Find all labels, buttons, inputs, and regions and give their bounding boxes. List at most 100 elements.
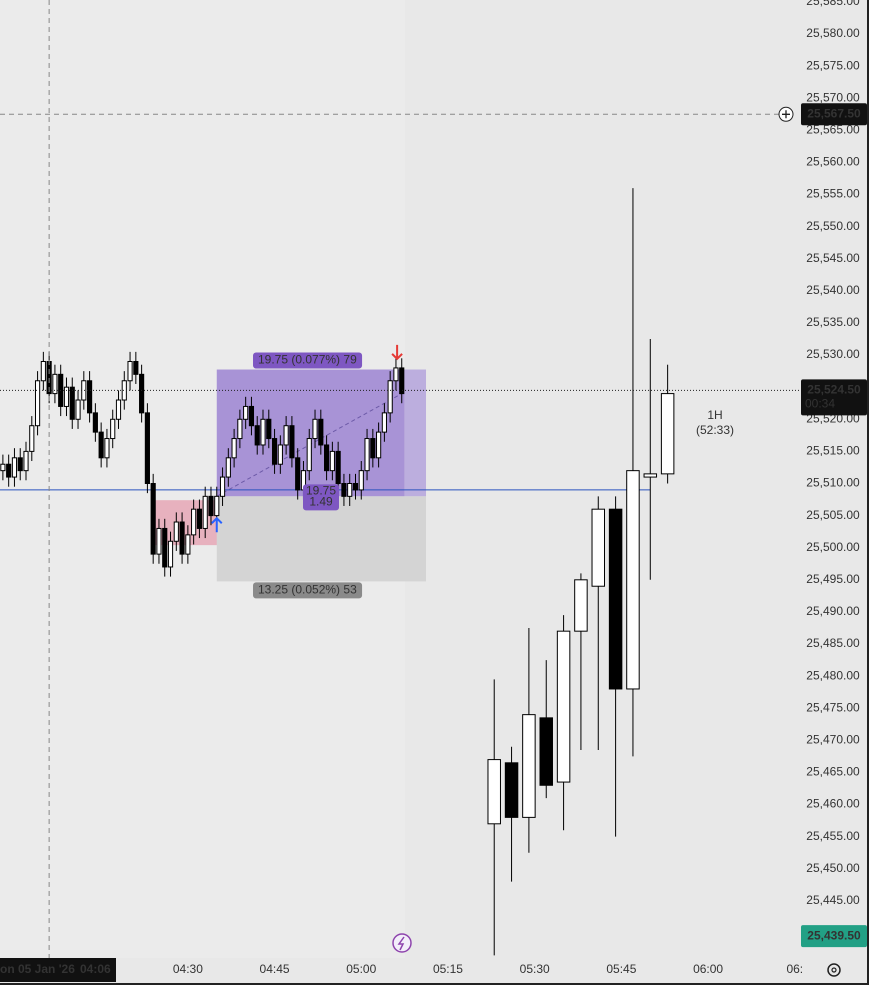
candle-body (11, 457, 18, 478)
candle-body (173, 521, 179, 542)
y-tick-label: 25,580.00 (806, 26, 860, 40)
last-price-bg (801, 379, 867, 416)
candle-body (40, 360, 46, 382)
x-tick-label: 05:00 (346, 962, 376, 976)
candle-body (115, 399, 122, 420)
x-tick-label: 05:45 (606, 962, 636, 976)
y-tick-label: 25,460.00 (806, 797, 860, 811)
candle-body (139, 373, 145, 414)
crosshair-time: 04:06 (80, 962, 111, 976)
y-tick-label: 25,555.00 (806, 187, 860, 201)
candle-body (214, 495, 220, 517)
y-tick-label: 25,505.00 (806, 508, 860, 522)
signal-arrow (211, 516, 223, 533)
y-tick-label: 25,575.00 (806, 58, 860, 72)
candle-body (156, 527, 162, 555)
y-tick-label: 25,465.00 (806, 765, 860, 779)
candle-body (387, 380, 393, 414)
crosshair-time-bg (0, 958, 116, 982)
candle-body (660, 393, 675, 475)
replay-icon (397, 936, 405, 951)
candle-body (69, 386, 75, 420)
candle-body (110, 418, 116, 440)
candle-body (347, 482, 353, 497)
settings-icon (831, 967, 837, 973)
candle-body (121, 380, 127, 401)
candle-body (289, 425, 295, 459)
candle-body (104, 438, 110, 459)
replay-button[interactable] (392, 933, 412, 953)
low-marker-bg (801, 925, 867, 948)
candle-body (608, 508, 623, 690)
candle-body (381, 412, 387, 433)
candle-body (75, 399, 81, 420)
candle-body (318, 418, 324, 446)
candle-body (556, 630, 571, 783)
candle-body (364, 438, 370, 472)
candle-body (231, 438, 237, 459)
y-tick-label: 25,560.00 (806, 155, 860, 169)
target-zone (216, 369, 405, 497)
candle-body (29, 425, 35, 452)
candle-body (162, 527, 168, 568)
candle-body (23, 450, 29, 472)
candle-body (591, 508, 606, 587)
candle-body (574, 579, 588, 632)
x-tick-label: 04:45 (260, 962, 290, 976)
x-tick-label: 06: (786, 962, 803, 976)
candle-body (352, 482, 359, 491)
candle-body (196, 508, 203, 529)
candle-body (283, 425, 289, 446)
candle-body (243, 405, 249, 420)
y-tick-label: 25,445.00 (806, 893, 860, 907)
candle-body (399, 367, 405, 395)
candle-body (539, 717, 553, 786)
candle-body (341, 482, 347, 497)
y-tick-label: 25,585.00 (806, 0, 860, 8)
stop-zone (216, 496, 427, 582)
y-tick-label: 25,570.00 (806, 90, 860, 104)
candle-body (87, 380, 93, 414)
candle-body (254, 425, 260, 446)
y-tick-label: 25,550.00 (806, 219, 860, 233)
candle-body (219, 476, 226, 497)
candle-body (358, 470, 364, 491)
y-tick-label: 25,530.00 (806, 347, 860, 361)
candle-body (0, 463, 6, 472)
y-tick-label: 25,540.00 (806, 283, 860, 297)
candle-body (277, 444, 283, 465)
candle-body (306, 438, 312, 472)
candle-body (626, 470, 640, 690)
settings-button[interactable] (827, 963, 841, 977)
candle-body (329, 450, 335, 472)
timeframe-countdown: (52:33) (696, 423, 734, 437)
x-tick-label: 06:00 (693, 962, 723, 976)
stop-label: 13.25 (0.052%) 53 (258, 583, 357, 597)
x-tick-label: 05:15 (433, 962, 463, 976)
candle-body (150, 482, 156, 555)
x-tick-label: 04:30 (173, 962, 203, 976)
crosshair-price-bg (801, 103, 867, 126)
candle-body (393, 367, 399, 382)
pnl-bg (303, 484, 339, 511)
candle-body (295, 457, 301, 491)
candle-body (81, 380, 87, 401)
candle-body (202, 495, 208, 529)
candle-body (260, 418, 266, 446)
candle-body (487, 759, 501, 825)
pnl: 19.75 (306, 484, 336, 498)
y-tick-label: 25,480.00 (806, 668, 860, 682)
y-tick-label: 25,515.00 (806, 444, 860, 458)
candle-body (185, 534, 191, 555)
y-tick-label: 25,500.00 (806, 540, 860, 554)
candle-body (144, 412, 150, 484)
target-label-bg (253, 352, 363, 369)
y-tick-label: 25,535.00 (806, 315, 860, 329)
candle-body (208, 495, 214, 517)
candle-body (522, 714, 536, 818)
candle-body (6, 463, 12, 478)
y-tick-label: 25,450.00 (806, 861, 860, 875)
candle-body (248, 405, 255, 427)
